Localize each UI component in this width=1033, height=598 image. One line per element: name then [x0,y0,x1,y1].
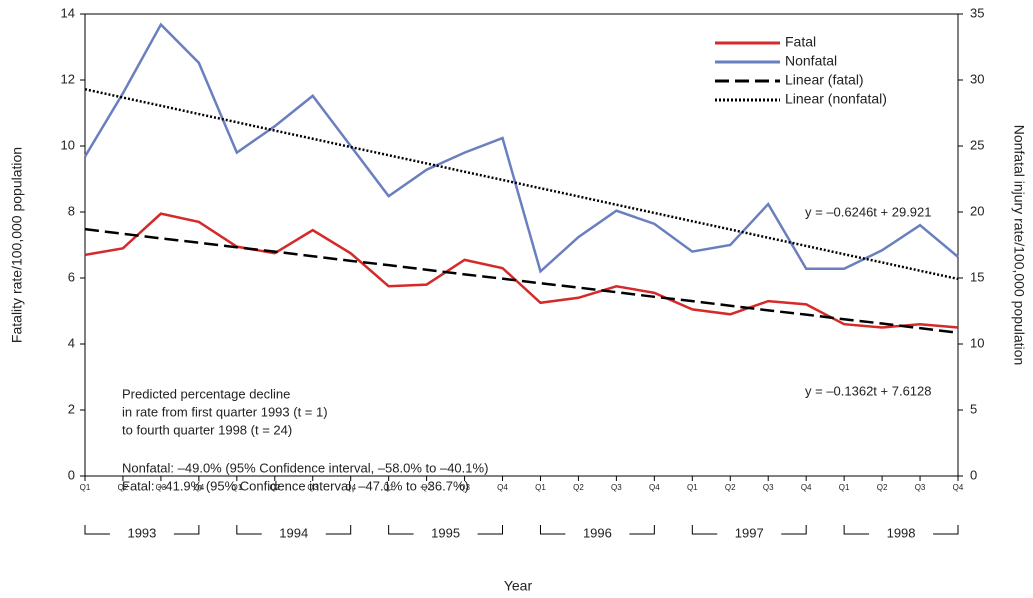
y-tick-label: 0 [68,467,75,482]
equation: y = –0.1362t + 7.6128 [805,383,932,398]
x-tick-label: Q2 [725,483,736,492]
y-tick-label: 4 [68,335,75,350]
legend-label: Linear (nonfatal) [785,91,887,107]
x-tick-label: Q4 [345,483,356,492]
annotation: in rate from first quarter 1993 (t = 1) [122,404,328,419]
y2-tick-label: 20 [970,203,984,218]
legend-label: Fatal [785,34,816,50]
group-bracket [539,525,655,535]
x-tick-label: Q2 [877,483,888,492]
x-tick-label: Q1 [535,483,546,492]
x-axis-label: Year [504,578,533,594]
y2-tick-label: 15 [970,269,984,284]
x-tick-label: Q2 [573,483,584,492]
y2-tick-label: 0 [970,467,977,482]
series-line [84,227,959,335]
x-tick-label: Q1 [231,483,242,492]
series-line [84,88,959,281]
x-tick-label: Q4 [649,483,660,492]
annotation: Nonfatal: –49.0% (95% Confidence interva… [122,460,488,475]
y2-tick-label: 25 [970,137,984,152]
group-bracket [84,525,200,535]
x-tick-label: Q3 [459,483,470,492]
y2-tick-label: 35 [970,5,984,20]
x-tick-label: Q3 [307,483,318,492]
x-tick-label: Q3 [156,483,167,492]
y-tick-label: 8 [68,203,75,218]
y-tick-label: 14 [61,5,75,20]
group-label: 1994 [279,525,308,540]
y2-tick-label: 5 [970,401,977,416]
annotation: to fourth quarter 1998 (t = 24) [122,422,292,437]
x-tick-label: Q4 [497,483,508,492]
group-bracket [691,525,807,535]
group-label: 1997 [735,525,764,540]
x-tick-label: Q4 [801,483,812,492]
x-tick-label: Q4 [194,483,205,492]
group-label: 1993 [127,525,156,540]
x-tick-label: Q1 [80,483,91,492]
group-bracket [388,525,504,535]
y-tick-label: 2 [68,401,75,416]
x-tick-label: Q3 [915,483,926,492]
y2-tick-label: 30 [970,71,984,86]
y2-tick-label: 10 [970,335,984,350]
equation: y = –0.6246t + 29.921 [805,204,932,219]
y-tick-label: 12 [61,71,75,86]
x-tick-label: Q4 [953,483,964,492]
y-tick-label: 10 [61,137,75,152]
annotation: Fatal: –41.9% (95% Confidence interval, … [122,478,469,493]
y-tick-label: 6 [68,269,75,284]
legend-label: Nonfatal [785,53,837,69]
x-tick-label: Q1 [383,483,394,492]
x-tick-label: Q2 [269,483,280,492]
series-line [83,22,959,274]
group-bracket [843,525,959,535]
x-tick-label: Q1 [839,483,850,492]
series-line [84,212,959,329]
y-axis-label: Fatality rate/100,000 population [9,147,25,343]
group-bracket [236,525,352,535]
group-label: 1998 [887,525,916,540]
group-label: 1996 [583,525,612,540]
x-tick-label: Q1 [687,483,698,492]
legend-label: Linear (fatal) [785,72,864,88]
x-tick-label: Q2 [421,483,432,492]
plot-frame [84,13,959,477]
x-tick-label: Q3 [611,483,622,492]
group-label: 1995 [431,525,460,540]
x-tick-label: Q2 [118,483,129,492]
x-tick-label: Q3 [763,483,774,492]
y2-axis-label: Nonfatal injury rate/100,000 population [1011,125,1027,366]
annotation: Predicted percentage decline [122,386,290,401]
